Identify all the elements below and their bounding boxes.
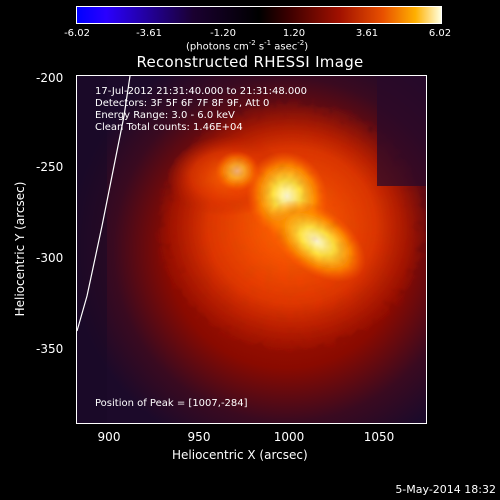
solar-limb-line [77, 76, 131, 332]
x-tick-label: 950 [187, 430, 211, 444]
detectors-label: Detectors: 3F 5F 6F 7F 8F 9F, Att 0 [95, 98, 270, 109]
y-tick-label: -350 [36, 342, 64, 356]
colorbar-tick-label: -3.61 [136, 28, 162, 39]
time-range-label: 17-Jul-2012 21:31:40.000 to 21:31:48.000 [95, 86, 307, 97]
colorbar-tick-label: -6.02 [64, 28, 90, 39]
emission-core-lower [268, 199, 366, 283]
date-stamp: 5-May-2014 18:32 [395, 483, 496, 496]
y-tick-label: -250 [36, 160, 64, 174]
x-tick-label: 1050 [363, 430, 395, 444]
energy-range-label: Energy Range: 3.0 - 6.0 keV [95, 110, 235, 121]
y-tick-label: -200 [36, 71, 64, 85]
plot-area: 17-Jul-2012 21:31:40.000 to 21:31:48.000… [76, 75, 427, 424]
colorbar-tick-label: 1.20 [282, 28, 306, 39]
y-tick-label: -300 [36, 251, 64, 265]
colorbar-tick-label: 6.02 [428, 28, 452, 39]
dark-region [77, 76, 107, 423]
x-axis-label: Heliocentric X (arcsec) [172, 448, 308, 462]
colorbar-tick-label: -1.20 [210, 28, 236, 39]
colorbar [76, 6, 442, 24]
rhessi-image [77, 76, 426, 423]
clean-counts-label: Clean Total counts: 1.46E+04 [95, 122, 243, 133]
peak-position-label: Position of Peak = [1007,-284] [95, 398, 248, 409]
image-title: Reconstructed RHESSI Image [136, 53, 364, 71]
emission-knot [215, 151, 259, 191]
x-tick-label: 900 [97, 430, 121, 444]
x-tick-label: 1000 [273, 430, 305, 444]
dark-region [377, 76, 426, 186]
colorbar-units: (photons cm-2 s-1 asec-2) [186, 39, 309, 53]
y-axis-label: Heliocentric Y (arcsec) [13, 181, 27, 317]
colorbar-tick-label: 3.61 [355, 28, 379, 39]
